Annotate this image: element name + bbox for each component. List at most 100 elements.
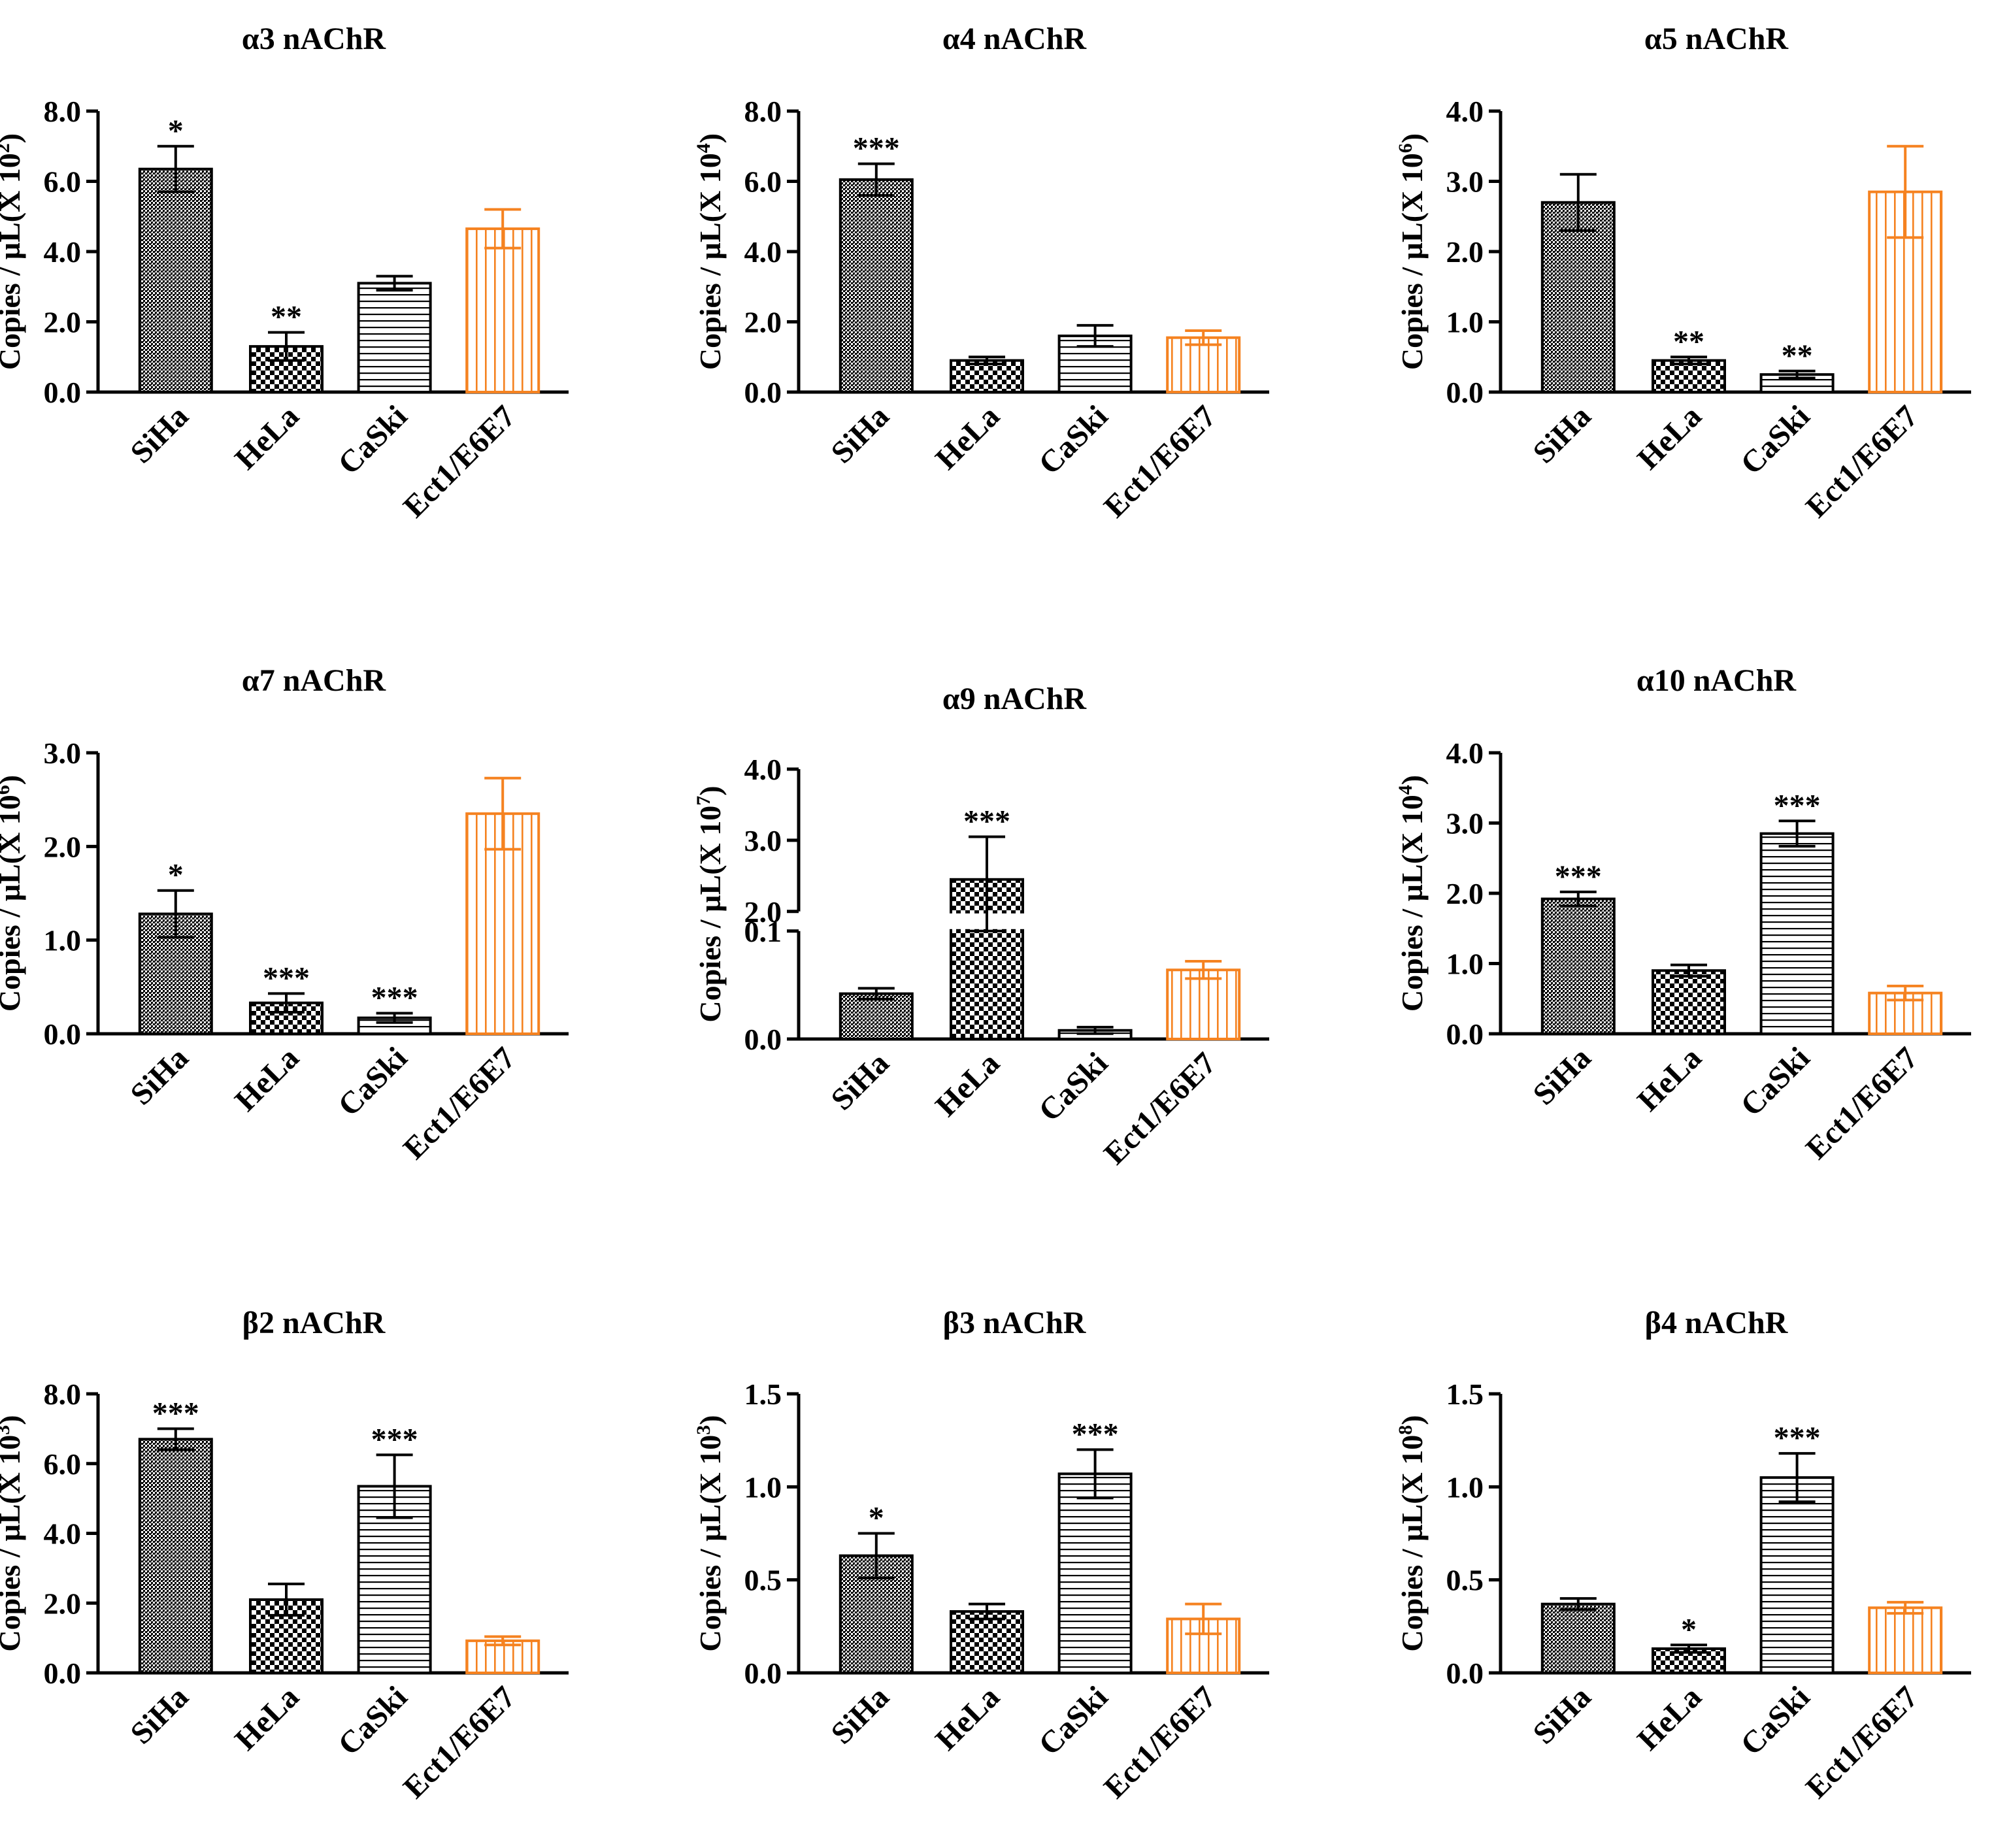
bar-group-ect1e6e7: [1868, 1600, 1943, 1675]
bar: [1652, 359, 1726, 393]
y-tick-label: 0.0: [44, 1657, 82, 1690]
y-tick-label: 1.5: [1446, 1378, 1484, 1411]
chart-panel-6: α10 nAChR Copies / µL(X 104) 0.0 1.0 2.0 3.0 4…: [1395, 663, 1971, 1166]
bar-group-siha: *: [138, 858, 213, 1035]
significance-label: ***: [1774, 1421, 1821, 1455]
y-tick-label: 3.0: [1446, 807, 1484, 840]
y-axis-label-exponent: 6: [0, 785, 14, 795]
y-tick-label: 0.0: [1446, 1017, 1484, 1051]
y-axis-label-exponent: 3: [693, 1425, 714, 1435]
y-axis-label: Copies / µL(X 106): [1395, 133, 1429, 370]
bar-group-caski: **: [1759, 338, 1835, 393]
significance-label: ***: [963, 804, 1010, 838]
y-tick-label: 0.0: [744, 1023, 782, 1056]
bar-group-caski: [1057, 1025, 1133, 1041]
chart-panel-9: β4 nAChR Copies / µL(X 108) 0.0 0.5 1.0 1.5 Si…: [1395, 1306, 1971, 1805]
x-tick-label: SiHa: [824, 1679, 895, 1751]
y-axis-label: Copies / µL(X 107): [693, 785, 727, 1022]
bar-group-siha: ***: [138, 1396, 213, 1674]
y-tick-label: 0.0: [1446, 376, 1484, 409]
bar-group-ect1e6e7: [465, 776, 540, 1035]
bar: [839, 992, 914, 1040]
y-tick-label: 4.0: [744, 753, 782, 786]
significance-label: *: [869, 1501, 884, 1536]
x-tick-label: SiHa: [1526, 1040, 1597, 1112]
x-tick-label: HeLa: [929, 399, 1006, 476]
bar-group-siha: [1540, 173, 1616, 393]
y-tick-label: 3.0: [44, 736, 82, 770]
y-tick-label: 0.0: [44, 1017, 82, 1051]
chart-title: α7 nAChR: [242, 663, 387, 698]
bar-group-hela: *: [1652, 1612, 1726, 1675]
bar: [1166, 968, 1241, 1040]
y-tick-label: 6.0: [744, 165, 782, 199]
bar: [1166, 336, 1241, 393]
y-tick-label: 8.0: [44, 1378, 82, 1411]
y-tick-label: 2.0: [744, 895, 782, 929]
y-axis-label-close: ): [1395, 775, 1429, 785]
bar-group-ect1e6e7: [1868, 144, 1943, 393]
bar-group-ect1e6e7: [1166, 1602, 1241, 1675]
x-tick-label: HeLa: [1631, 399, 1708, 476]
y-tick-label: 4.0: [1446, 95, 1484, 128]
y-tick-label: 1.0: [1446, 306, 1484, 339]
y-axis-label-close: ): [693, 133, 727, 143]
significance-label: *: [168, 114, 184, 148]
y-tick-label: 2.0: [1446, 235, 1484, 269]
y-tick-label: 0.0: [744, 376, 782, 409]
bar: [839, 178, 914, 393]
chart-panel-7: β2 nAChR Copies / µL(X 103) 0.0 2.0 4.0 6.0 8.…: [0, 1306, 569, 1805]
significance-label: *: [168, 858, 184, 893]
bar-group-caski: ***: [357, 980, 432, 1035]
bar: [1868, 1606, 1943, 1675]
chart-title: β2 nAChR: [242, 1306, 386, 1340]
x-tick-label: HeLa: [929, 1046, 1006, 1123]
y-tick-label: 3.0: [1446, 165, 1484, 199]
y-tick-label: 6.0: [44, 165, 82, 199]
chart-title: α3 nAChR: [242, 22, 387, 56]
significance-label: ***: [1555, 859, 1602, 894]
x-tick-label: HeLa: [929, 1679, 1006, 1757]
y-tick-label: 1.0: [1446, 948, 1484, 981]
y-tick-label: 0.0: [1446, 1657, 1484, 1690]
y-axis-label-close: ): [693, 1415, 727, 1425]
bar: [465, 227, 540, 393]
bar-group-hela: **: [249, 300, 324, 393]
bar: [357, 282, 432, 393]
bar-group-ect1e6e7: [1166, 329, 1241, 393]
bar-group-caski: ***: [357, 1422, 432, 1675]
x-tick-label: CaSki: [331, 1040, 414, 1123]
y-tick-label: 0.1: [744, 915, 782, 948]
y-axis-label-close: ): [1395, 1415, 1429, 1425]
chart-title: α5 nAChR: [1644, 22, 1789, 56]
bar-group-ect1e6e7: [1166, 960, 1241, 1040]
y-tick-label: 2.0: [44, 306, 82, 339]
y-axis-label-exponent: 8: [1395, 1425, 1416, 1435]
x-tick-label: Ect1/E6E7: [1097, 1046, 1223, 1171]
y-axis-label: Copies / µL(X 104): [1395, 775, 1429, 1012]
chart-title: α9 nAChR: [942, 682, 1088, 716]
x-tick-label: Ect1/E6E7: [397, 1040, 522, 1166]
chart-panel-5: α9 nAChR Copies / µL(X 107) 0.0 0.12.0 3.0 4.…: [693, 682, 1269, 1171]
y-axis-label: Copies / µL(X 102): [0, 133, 26, 370]
y-tick-label: 0.0: [44, 376, 82, 409]
significance-label: ***: [853, 131, 900, 166]
bar-group-hela: **: [1652, 324, 1726, 393]
x-tick-label: HeLa: [228, 399, 306, 476]
significance-label: ***: [371, 1422, 418, 1457]
y-tick-label: 8.0: [744, 95, 782, 128]
bar: [839, 1554, 914, 1674]
significance-label: ***: [371, 980, 418, 1015]
y-axis-label: Copies / µL(X 103): [693, 1415, 727, 1651]
y-axis-label: Copies / µL(X 108): [1395, 1415, 1429, 1651]
bar: [1652, 969, 1726, 1035]
chart-title: β4 nAChR: [1645, 1306, 1789, 1340]
significance-label: ***: [152, 1396, 199, 1430]
chart-panel-2: α4 nAChR Copies / µL(X 104) 0.0 2.0 4.0 6.0 8.…: [693, 22, 1269, 524]
significance-label: ***: [1072, 1417, 1119, 1451]
x-tick-label: Ect1/E6E7: [1799, 1040, 1925, 1166]
x-tick-label: Ect1/E6E7: [397, 1679, 522, 1805]
bar: [1868, 190, 1943, 393]
y-tick-label: 8.0: [44, 95, 82, 128]
